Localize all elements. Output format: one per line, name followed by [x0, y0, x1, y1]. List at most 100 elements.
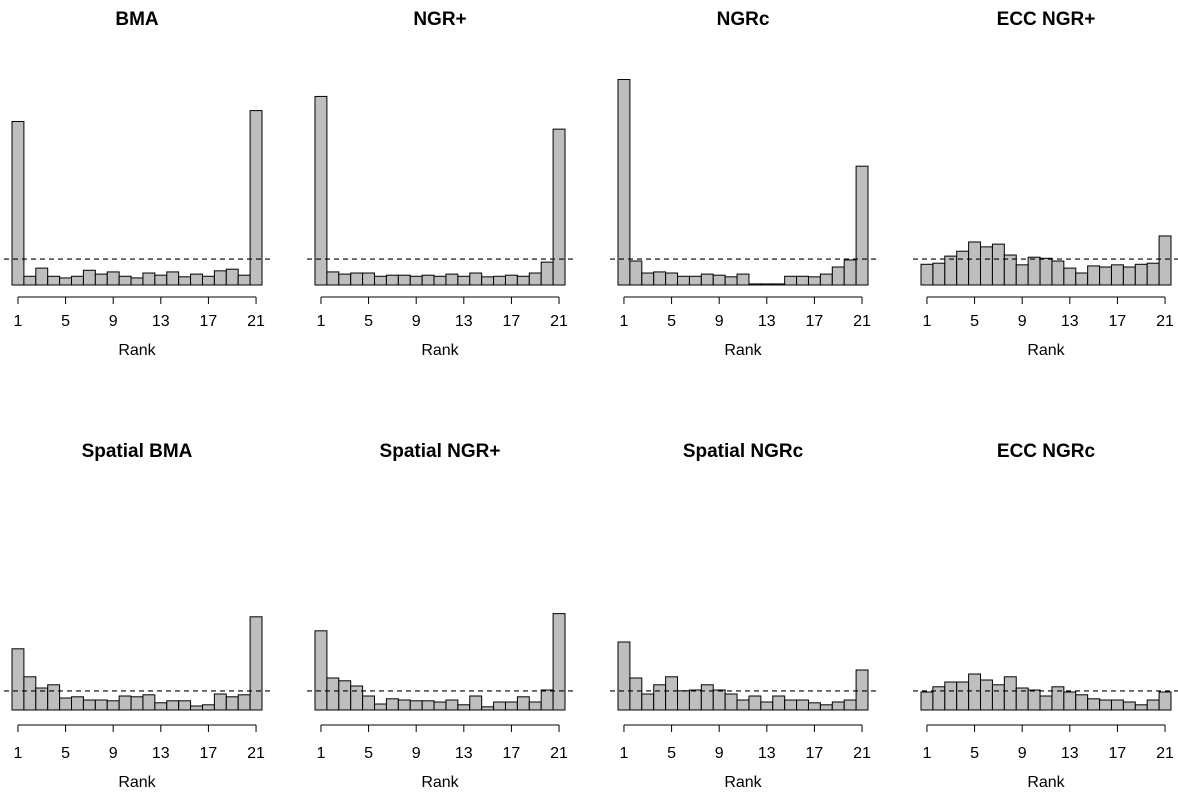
x-axis-label: Rank — [724, 342, 762, 359]
x-tick-label: 13 — [455, 313, 473, 330]
bar — [71, 696, 84, 711]
x-tick-label: 9 — [412, 313, 421, 330]
bar — [1158, 235, 1172, 286]
bar — [712, 274, 726, 286]
bar — [457, 275, 471, 286]
bar — [528, 701, 542, 711]
bar — [629, 260, 643, 286]
bar — [956, 681, 970, 711]
bar — [23, 275, 37, 286]
x-tick-label: 13 — [1061, 313, 1079, 330]
x-tick-label: 9 — [1018, 313, 1027, 330]
bar — [932, 686, 946, 711]
bar — [653, 271, 667, 286]
x-tick-label: 1 — [619, 313, 628, 330]
bar — [843, 699, 857, 711]
bar — [385, 274, 399, 286]
bar — [748, 695, 762, 711]
x-tick-label: 1 — [922, 313, 931, 330]
bar — [469, 695, 483, 711]
bar — [968, 241, 982, 286]
bar — [1099, 699, 1112, 711]
x-tick-label: 1 — [922, 745, 931, 762]
bar — [94, 273, 108, 286]
x-tick-label: 9 — [109, 313, 118, 330]
bar — [980, 679, 993, 711]
bar — [338, 680, 352, 711]
bar — [617, 641, 631, 711]
bar — [350, 272, 364, 286]
bar — [445, 699, 459, 711]
x-axis-label: Rank — [421, 774, 459, 791]
bar — [249, 110, 263, 286]
x-tick-label: 21 — [550, 313, 568, 330]
x-tick-label: 9 — [715, 313, 724, 330]
bar — [736, 699, 750, 711]
bar — [94, 699, 108, 711]
bar — [225, 696, 239, 711]
bar — [968, 673, 982, 711]
bar — [1110, 699, 1124, 711]
bar — [178, 700, 192, 711]
bar — [944, 681, 958, 711]
bar — [1122, 266, 1136, 286]
bar — [23, 676, 37, 711]
x-tick-label: 9 — [1018, 745, 1027, 762]
chart-title: ECC NGR+ — [997, 9, 1096, 30]
bar — [59, 697, 73, 711]
bar — [237, 694, 251, 711]
bar — [106, 271, 120, 286]
bar — [552, 613, 566, 711]
bar — [920, 263, 934, 286]
bar — [397, 274, 411, 286]
x-tick-label: 13 — [758, 745, 776, 762]
bar — [249, 616, 263, 711]
bar — [944, 255, 958, 286]
bar — [724, 276, 738, 286]
bar — [504, 274, 518, 286]
bar — [540, 261, 554, 286]
bar — [314, 630, 328, 711]
bar — [772, 695, 786, 711]
x-tick-label: 21 — [853, 745, 871, 762]
bar — [481, 276, 495, 286]
bar — [819, 704, 833, 711]
bar — [980, 246, 993, 286]
bar — [784, 275, 798, 286]
x-tick-label: 13 — [455, 745, 473, 762]
bar — [831, 701, 845, 711]
chart-title: Spatial BMA — [82, 441, 193, 462]
bar — [433, 701, 447, 711]
bar — [748, 283, 762, 286]
x-tick-label: 1 — [316, 313, 325, 330]
bar — [1027, 256, 1041, 286]
bar — [314, 95, 328, 286]
bar — [362, 695, 376, 711]
bar — [1099, 266, 1112, 286]
bar — [11, 648, 25, 711]
bar — [457, 704, 471, 711]
bar — [700, 684, 714, 711]
bar — [617, 79, 631, 286]
bar — [760, 283, 774, 286]
bar — [201, 275, 215, 286]
x-tick-label: 17 — [806, 745, 824, 762]
bar — [71, 275, 84, 286]
bar — [1027, 689, 1041, 711]
bar — [700, 273, 714, 286]
bar — [493, 701, 506, 711]
bar — [1051, 260, 1065, 286]
x-axis-label: Rank — [118, 774, 156, 791]
bar — [760, 701, 774, 711]
chart-title: ECC NGRc — [997, 441, 1096, 462]
x-axis-label: Rank — [118, 342, 156, 359]
bar — [1146, 262, 1160, 286]
bar — [445, 273, 459, 286]
bar — [796, 699, 809, 711]
bar — [796, 275, 809, 286]
bar — [433, 275, 447, 286]
bar — [421, 274, 435, 286]
bar — [991, 243, 1005, 286]
x-tick-label: 5 — [970, 313, 979, 330]
